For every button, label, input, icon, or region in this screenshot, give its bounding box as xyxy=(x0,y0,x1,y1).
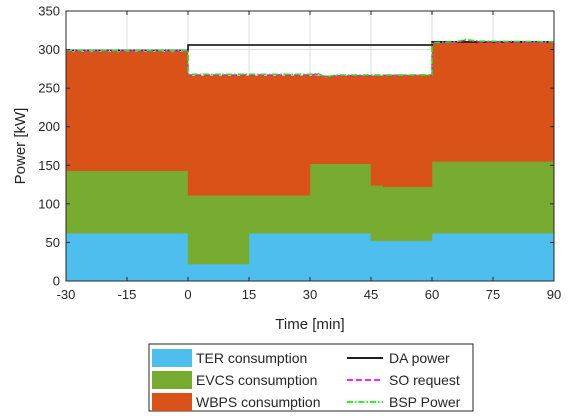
y-tick-label: 300 xyxy=(38,42,60,57)
x-tick-label: 0 xyxy=(184,287,191,302)
x-tick-label: -30 xyxy=(57,287,76,302)
stacked-areas xyxy=(65,41,555,282)
line-da-power xyxy=(66,41,554,52)
line-series xyxy=(66,38,555,79)
legend-items: TER consumption EVCS consumption WBPS cons… xyxy=(152,349,461,411)
area-wbps-consumption xyxy=(65,41,555,196)
axis-ticks: -30 -15 0 15 30 45 60 75 90 0 50 100 150 200 250 300 350 xyxy=(38,4,561,303)
legend-label: BSP Power xyxy=(389,394,461,410)
legend-swatch xyxy=(152,371,192,389)
legend-label: DA power xyxy=(389,350,450,366)
legend-label: WBPS consumption xyxy=(196,394,321,410)
y-tick-label: 250 xyxy=(38,81,60,96)
legend-swatch xyxy=(152,393,192,411)
legend-label: SO request xyxy=(389,372,460,388)
x-tick-label: -15 xyxy=(118,287,137,302)
y-tick-label: 100 xyxy=(38,196,60,211)
y-tick-label: 50 xyxy=(46,235,60,250)
legend-label: TER consumption xyxy=(196,350,307,366)
y-tick-label: 350 xyxy=(38,4,60,19)
x-tick-label: 45 xyxy=(364,287,378,302)
x-tick-label: 30 xyxy=(303,287,317,302)
legend-box xyxy=(148,343,474,412)
legend-swatch xyxy=(152,349,192,367)
area-ter-consumption xyxy=(65,232,555,282)
legend: TER consumption EVCS consumption WBPS cons… xyxy=(148,343,474,412)
legend-label: EVCS consumption xyxy=(196,372,317,388)
x-tick-label: 15 xyxy=(242,287,256,302)
y-axis-label: Power [kW] xyxy=(12,108,29,185)
y-tick-label: 0 xyxy=(53,274,60,289)
x-tick-label: 90 xyxy=(547,287,561,302)
x-axis-label: Time [min] xyxy=(275,316,344,333)
y-tick-label: 200 xyxy=(38,119,60,134)
y-tick-label: 150 xyxy=(38,158,60,173)
x-tick-label: 75 xyxy=(486,287,500,302)
x-tick-label: 60 xyxy=(425,287,439,302)
